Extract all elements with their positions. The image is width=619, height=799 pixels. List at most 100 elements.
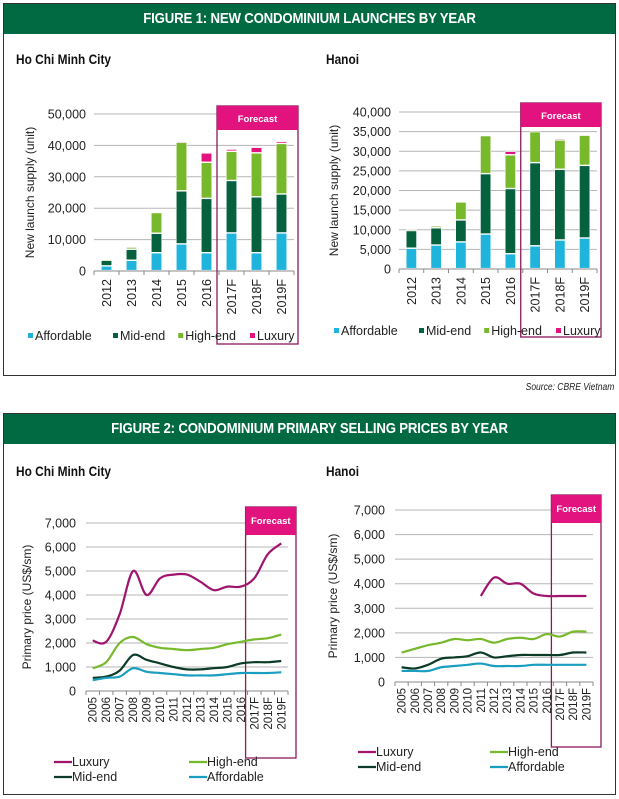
x-tick-label: 2013 <box>430 277 444 305</box>
forecast-banner <box>217 106 298 130</box>
bar-affordable-2015 <box>175 244 188 271</box>
x-tick-label: 2018F <box>250 279 264 315</box>
y-tick-label: 0 <box>378 676 385 690</box>
bar-affordable-2018f <box>250 252 263 271</box>
legend-label-high-end: High-end <box>185 329 236 343</box>
bar-high-end-2012 <box>100 259 113 261</box>
bar-mid-end-2013 <box>430 227 442 245</box>
y-axis-label: New launch supply (unit) <box>23 127 37 258</box>
y-tick-label: 30,000 <box>48 170 86 184</box>
bar-mid-end-2017f <box>225 180 238 233</box>
x-tick-label: 2012 <box>100 279 114 307</box>
figure-1-header: FIGURE 1: NEW CONDOMINIUM LAUNCHES BY YE… <box>4 4 615 34</box>
x-tick-label: 2008 <box>128 697 140 723</box>
y-axis-label: Primary price (US$/sm) <box>326 534 340 659</box>
x-tick-label: 2010 <box>463 688 475 714</box>
x-tick-label: 2014 <box>454 277 468 305</box>
y-tick-label: 0 <box>79 265 86 279</box>
y-tick-label: 20,000 <box>353 184 391 198</box>
legend-label-mid-end: Mid-end <box>376 760 421 774</box>
y-tick-label: 5,000 <box>45 565 76 579</box>
bar-luxury-2018f <box>250 147 263 153</box>
bar-mid-end-2015 <box>175 190 188 244</box>
x-tick-label: 2018F <box>568 688 580 721</box>
x-tick-label: 2017F <box>555 688 567 721</box>
legend-swatch-high-end <box>484 328 490 333</box>
x-tick-label: 2013 <box>502 688 514 714</box>
x-tick-label: 2015 <box>175 279 189 307</box>
legend-label-luxury: Luxury <box>563 324 601 338</box>
hcmc-prices-title: Ho Chi Minh City <box>16 464 112 479</box>
x-tick-label: 2006 <box>410 688 422 714</box>
bar-high-end-2017f <box>529 131 541 163</box>
forecast-label: Forecast <box>238 114 278 125</box>
x-tick-label: 2016 <box>200 279 214 307</box>
y-tick-label: 7,000 <box>354 504 385 518</box>
legend-label-high-end: High-end <box>508 745 559 759</box>
x-tick-label: 2007 <box>423 688 435 714</box>
bar-affordable-2012 <box>405 248 417 269</box>
x-tick-label: 2010 <box>155 697 167 723</box>
line-luxury <box>479 576 587 598</box>
legend-label-high-end: High-end <box>207 755 258 769</box>
bar-mid-end-2014 <box>455 220 467 242</box>
bar-luxury-2019f <box>275 141 288 144</box>
hanoi-prices-title: Hanoi <box>326 464 360 479</box>
hcmc-launches-chart: New launch supply (unit) 0 10,000 20,000 30,… <box>23 105 299 345</box>
x-tick-label: 2019F <box>275 279 289 315</box>
y-tick-label: 40,000 <box>48 139 86 153</box>
bar-luxury-2017f <box>225 149 238 152</box>
x-tick-label: 2009 <box>449 688 461 714</box>
bar-mid-end-2012 <box>100 260 113 266</box>
figure-2-panel: FIGURE 2: CONDOMINIUM PRIMARY SELLING PR… <box>3 413 616 795</box>
y-tick-label: 4,000 <box>354 577 385 591</box>
x-tick-label: 2011 <box>169 697 181 722</box>
line-mid-end <box>92 653 282 679</box>
x-tick-label: 2016 <box>542 688 554 714</box>
x-tick-label: 2012 <box>182 697 194 723</box>
y-tick-label: 35,000 <box>353 125 391 139</box>
y-tick-label: 1,000 <box>45 661 76 675</box>
legend-label-luxury: Luxury <box>257 329 295 343</box>
bar-mid-end-2018f <box>250 196 263 253</box>
legend-label-luxury: Luxury <box>376 745 414 759</box>
x-tick-label: 2005 <box>397 688 409 714</box>
line-luxury <box>92 542 282 645</box>
y-axis-label: New launch supply (unit) <box>327 125 341 256</box>
legend-swatch-luxury <box>556 328 561 333</box>
figure-2-title: FIGURE 2: CONDOMINIUM PRIMARY SELLING PR… <box>40 414 579 444</box>
bar-mid-end-2017f <box>529 162 541 246</box>
bar-mid-end-2015 <box>480 173 492 234</box>
legend-label-luxury: Luxury <box>72 755 110 769</box>
y-tick-label: 30,000 <box>353 145 391 159</box>
x-tick-label: 2007 <box>115 697 127 723</box>
figure-1-panel: FIGURE 1: NEW CONDOMINIUM LAUNCHES BY YE… <box>3 3 616 376</box>
bar-mid-end-2019f <box>275 194 288 233</box>
x-tick-label: 2006 <box>101 697 113 723</box>
hanoi-launches-title: Hanoi <box>326 52 360 67</box>
x-tick-label: 2012 <box>489 688 501 714</box>
y-tick-label: 2,000 <box>354 626 385 640</box>
x-tick-label: 2017F <box>529 277 543 313</box>
legend-label-mid-end: Mid-end <box>426 324 471 338</box>
legend-label-mid-end: Mid-end <box>72 770 117 784</box>
y-tick-label: 50,000 <box>48 108 86 122</box>
figure-1-title: FIGURE 1: NEW CONDOMINIUM LAUNCHES BY YE… <box>40 4 579 34</box>
x-tick-label: 2018F <box>553 277 567 313</box>
x-tick-label: 2009 <box>142 697 154 723</box>
legend-label-high-end: High-end <box>491 324 542 338</box>
x-tick-label: 2016 <box>504 277 518 305</box>
bar-high-end-2015 <box>480 135 492 174</box>
x-tick-label: 2017F <box>225 279 239 315</box>
forecast-label: Forecast <box>556 504 596 515</box>
bar-affordable-2016 <box>504 253 516 269</box>
bar-affordable-2018f <box>554 240 566 269</box>
bar-luxury-2015 <box>175 141 188 143</box>
bar-mid-end-2018f <box>554 169 566 240</box>
x-tick-label: 2005 <box>88 697 100 723</box>
legend-swatch-mid-end <box>113 333 118 338</box>
x-tick-label: 2014 <box>209 696 221 722</box>
forecast-label: Forecast <box>251 516 291 527</box>
y-tick-label: 10,000 <box>353 223 391 237</box>
bar-high-end-2012 <box>405 229 417 231</box>
